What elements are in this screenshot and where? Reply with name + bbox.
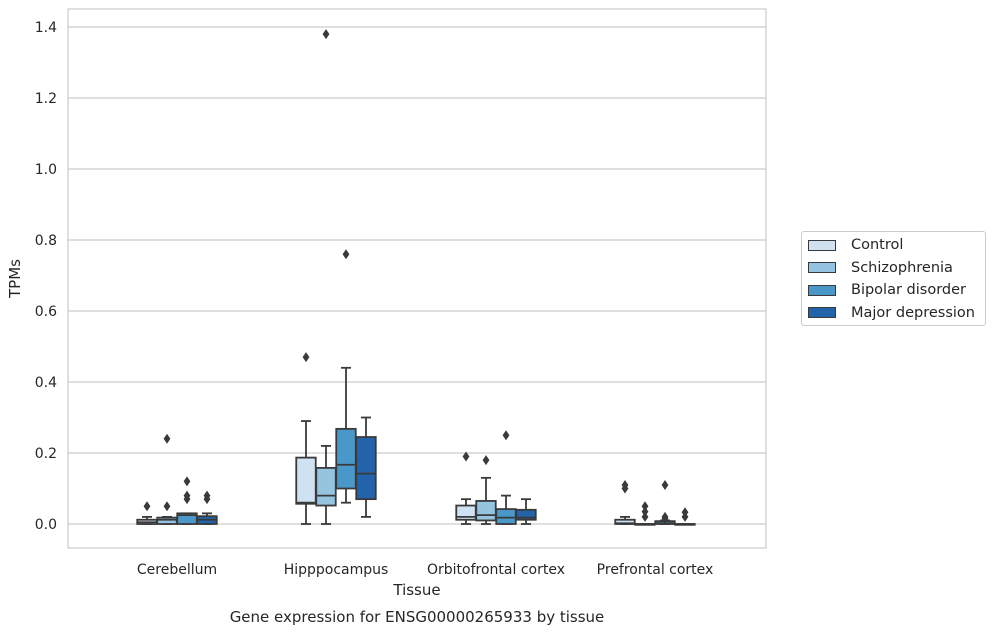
x-tick-label: Cerebellum <box>137 562 217 578</box>
legend-swatch-control <box>808 239 836 251</box>
box-3-3 <box>674 507 696 526</box>
flier-point <box>302 352 310 363</box>
legend-item-schizophrenia: Schizophrenia <box>808 258 953 278</box>
legend-label-schizophrenia: Schizophrenia <box>851 259 953 276</box>
x-tick-labels: Cerebellum Hipppocampus Orbitofrontal cort… <box>137 562 713 578</box>
legend: Control Schizophrenia Bipolar disorder M… <box>801 231 986 326</box>
legend-swatch-bipolar-disorder <box>808 284 836 296</box>
y-tick-label: 0.0 <box>35 517 57 533</box>
legend-swatch-schizophrenia <box>808 262 836 273</box>
box-1-1 <box>315 29 337 525</box>
chart-caption: Gene expression for ENSG00000265933 by t… <box>230 608 605 626</box>
flier-point <box>342 249 350 260</box>
box-0-0 <box>136 501 158 525</box>
box-0-1 <box>295 352 317 525</box>
box-rect <box>295 456 317 505</box>
box-rect <box>355 436 377 501</box>
flier-point <box>163 501 171 512</box>
flier-point <box>143 501 151 512</box>
flier-point <box>641 501 649 512</box>
flier-point <box>661 511 669 522</box>
box-rect <box>335 427 357 490</box>
box-3-2 <box>515 498 537 525</box>
box-0-2 <box>455 451 477 525</box>
y-tick-label: 0.2 <box>35 446 57 462</box>
y-tick-label: 1.4 <box>35 20 57 36</box>
box-1-2 <box>475 455 497 525</box>
boxes <box>136 29 696 526</box>
box-1-0 <box>156 433 178 525</box>
box-1-3 <box>634 501 656 526</box>
flier-point <box>621 479 629 490</box>
box-2-1 <box>335 249 357 504</box>
box-2-0 <box>176 476 198 525</box>
y-tick-label: 0.8 <box>35 233 57 249</box>
x-axis-label: Tissue <box>392 581 440 599</box>
flier-point <box>641 511 649 522</box>
x-tick-label: Prefrontal cortex <box>597 562 714 578</box>
flier-point <box>163 433 171 444</box>
legend-item-major-depression: Major depression <box>808 303 975 323</box>
flier-point <box>482 455 490 466</box>
grid-lines <box>68 26 766 525</box>
legend-item-control: Control <box>808 235 903 255</box>
y-tick-label: 1.0 <box>35 162 57 178</box>
legend-label-control: Control <box>851 237 904 253</box>
flier-point <box>502 430 510 441</box>
box-2-3 <box>654 479 676 525</box>
box-3-0 <box>196 490 218 525</box>
flier-point <box>641 506 649 517</box>
box-3-1 <box>355 416 377 518</box>
flier-point <box>462 451 470 462</box>
x-tick-label: Orbitofrontal cortex <box>427 562 565 578</box>
flier-point <box>183 490 191 501</box>
box-rect <box>475 500 497 522</box>
box-0-3 <box>614 479 636 525</box>
flier-point <box>322 29 330 40</box>
box-rect <box>495 508 517 525</box>
y-axis-label: TPMs <box>6 259 24 299</box>
flier-point <box>661 479 669 490</box>
box-rect <box>156 516 178 525</box>
box-rect <box>315 467 337 507</box>
plot-frame <box>67 8 767 549</box>
flier-point <box>183 476 191 487</box>
box-rect <box>515 508 537 521</box>
legend-label-major-depression: Major depression <box>851 304 975 321</box>
y-tick-label: 0.4 <box>35 375 57 391</box>
flier-point <box>681 507 689 518</box>
y-tick-labels: 0.0 0.2 0.4 0.6 0.8 1.0 1.2 1.4 <box>35 20 57 533</box>
legend-label-bipolar-disorder: Bipolar disorder <box>851 282 966 298</box>
y-tick-label: 0.6 <box>35 304 57 320</box>
flier-point <box>203 490 211 501</box>
box-2-2 <box>495 430 517 525</box>
legend-swatch-major-depression <box>808 307 836 318</box>
legend-item-bipolar-disorder: Bipolar disorder <box>808 280 966 300</box>
x-tick-label: Hipppocampus <box>284 562 389 578</box>
y-tick-label: 1.2 <box>35 91 57 107</box>
